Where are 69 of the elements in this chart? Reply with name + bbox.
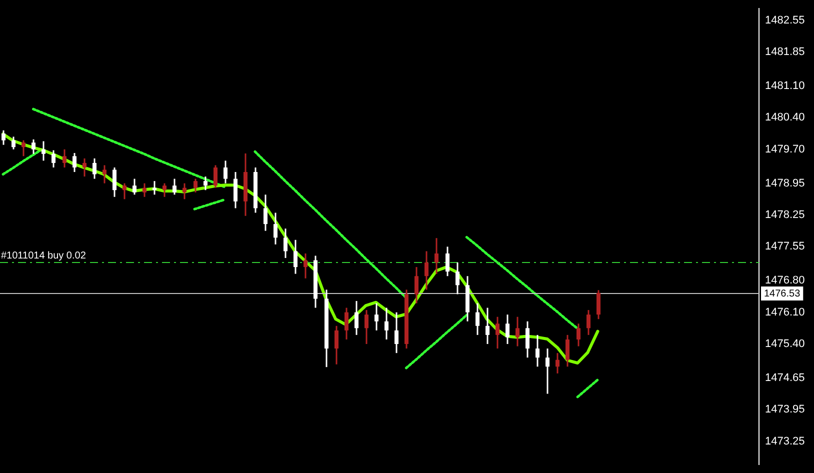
y-tick-label: 1481.10 bbox=[765, 80, 805, 92]
y-tick-label: 1478.25 bbox=[765, 209, 805, 222]
candlestick bbox=[304, 252, 308, 280]
y-tick-label: 1476.80 bbox=[765, 274, 805, 287]
y-tick-label: 1475.40 bbox=[765, 338, 805, 350]
candlestick bbox=[264, 194, 268, 232]
candlestick bbox=[204, 176, 208, 191]
candlestick bbox=[214, 164, 218, 189]
candlestick bbox=[546, 348, 550, 395]
candlestick bbox=[414, 266, 418, 304]
candlestick bbox=[284, 228, 288, 259]
candlestick bbox=[566, 334, 570, 368]
y-tick-label: 1478.95 bbox=[765, 177, 805, 190]
y-tick-label: 1482.55 bbox=[765, 14, 805, 26]
ref-line-label: 1476.53 bbox=[764, 288, 801, 300]
y-tick-label: 1477.55 bbox=[765, 240, 805, 253]
candlestick bbox=[374, 302, 378, 332]
candlestick bbox=[434, 237, 438, 275]
candlestick bbox=[344, 307, 348, 340]
y-tick-label: 1473.95 bbox=[765, 404, 805, 416]
candlestick bbox=[446, 246, 450, 277]
candlestick bbox=[576, 322, 580, 348]
candlestick bbox=[12, 136, 16, 150]
candlestick bbox=[334, 325, 338, 366]
y-tick-label: 1479.70 bbox=[765, 143, 805, 156]
candlestick bbox=[52, 150, 56, 168]
candlestick bbox=[2, 130, 6, 146]
candlestick bbox=[394, 312, 398, 354]
candlestick bbox=[72, 152, 76, 173]
candlestick bbox=[162, 182, 166, 198]
candlestick bbox=[556, 352, 560, 374]
candlestick bbox=[142, 182, 146, 198]
candlestick bbox=[536, 334, 540, 368]
candlestick bbox=[476, 302, 480, 336]
ref-line-label: #1011014 buy 0.02 bbox=[1, 250, 86, 262]
candlestick bbox=[364, 309, 368, 345]
candlestick bbox=[424, 250, 428, 290]
candlestick bbox=[586, 309, 590, 336]
y-tick-label: 1480.40 bbox=[765, 112, 805, 124]
candlestick bbox=[102, 164, 106, 184]
candlestick bbox=[496, 316, 500, 350]
candlestick bbox=[92, 158, 96, 180]
candlestick bbox=[132, 178, 136, 196]
candlestick bbox=[194, 178, 198, 194]
candlestick bbox=[294, 239, 298, 275]
candlestick bbox=[456, 262, 460, 295]
candlestick bbox=[122, 182, 126, 200]
candlestick bbox=[22, 140, 26, 157]
candlestick bbox=[224, 160, 228, 184]
candlestick bbox=[354, 300, 358, 336]
candlestick bbox=[112, 166, 116, 198]
candlestick bbox=[182, 182, 186, 200]
candlestick bbox=[596, 289, 600, 320]
candlestick bbox=[172, 178, 176, 196]
candlestick bbox=[526, 320, 530, 358]
y-tick-label: 1481.85 bbox=[765, 46, 805, 58]
candlestick bbox=[42, 140, 46, 162]
candlestick bbox=[32, 138, 36, 155]
candlestick bbox=[506, 314, 510, 345]
candlestick bbox=[82, 158, 86, 178]
candlestick bbox=[62, 148, 66, 168]
candlestick bbox=[274, 212, 278, 246]
y-tick-label: 1474.65 bbox=[765, 372, 805, 384]
y-tick-label: 1473.25 bbox=[765, 435, 805, 448]
candlestick bbox=[516, 316, 520, 348]
candlestick bbox=[234, 171, 238, 209]
candlestick bbox=[486, 307, 490, 345]
candlestick bbox=[384, 307, 388, 340]
y-tick-label: 1476.10 bbox=[765, 306, 805, 318]
